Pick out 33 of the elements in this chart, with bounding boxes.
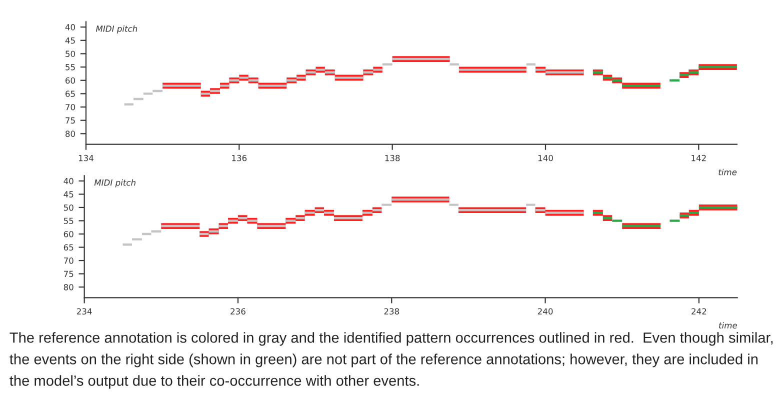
x-tick-label: 236 bbox=[230, 308, 246, 315]
x-tick-label: 142 bbox=[692, 154, 706, 162]
y-axis-title: MIDI pitch bbox=[96, 25, 138, 34]
x-tick-label: 136 bbox=[232, 154, 247, 162]
y-tick-label: 65 bbox=[64, 244, 74, 251]
y-tick-label: 60 bbox=[64, 230, 74, 238]
y-tick-label: 40 bbox=[64, 178, 74, 184]
y-tick-label: 70 bbox=[66, 104, 76, 110]
y-tick-label: 75 bbox=[66, 117, 75, 124]
x-tick-label: 140 bbox=[538, 154, 553, 162]
y-tick-label: 50 bbox=[64, 204, 74, 211]
x-tick-label: 242 bbox=[692, 308, 706, 314]
y-tick-label: 45 bbox=[65, 37, 75, 44]
y-tick-label: 55 bbox=[66, 64, 75, 70]
y-tick-label: 80 bbox=[66, 130, 76, 137]
y-tick-label: 45 bbox=[64, 191, 74, 198]
x-axis-title: time bbox=[718, 168, 737, 176]
y-tick-label: 55 bbox=[64, 218, 74, 224]
x-tick-label: 234 bbox=[76, 308, 92, 315]
x-axis-title: time bbox=[719, 322, 737, 329]
y-tick-label: 80 bbox=[64, 284, 74, 290]
y-tick-label: 75 bbox=[64, 270, 74, 278]
text: The reference annotation is colored in gray and the identified pattern occurrences outlined in red. Even though similar, the events on the right side (shown in green) are not part of the reference annotations; however, they are included in the model’s output due to their co-occurrence with other events. bbox=[10, 332, 773, 389]
x-tick-label: 138 bbox=[385, 154, 400, 162]
x-tick-label: 134 bbox=[78, 154, 94, 162]
x-tick-label: 238 bbox=[384, 308, 400, 315]
y-tick-label: 65 bbox=[66, 90, 75, 97]
y-axis-title: MIDI pitch bbox=[94, 179, 136, 188]
y-tick-label: 50 bbox=[66, 50, 76, 57]
y-tick-label: 70 bbox=[64, 258, 74, 264]
x-tick-label: 240 bbox=[538, 308, 553, 315]
y-tick-label: 60 bbox=[66, 77, 76, 84]
y-tick-label: 40 bbox=[65, 24, 76, 30]
